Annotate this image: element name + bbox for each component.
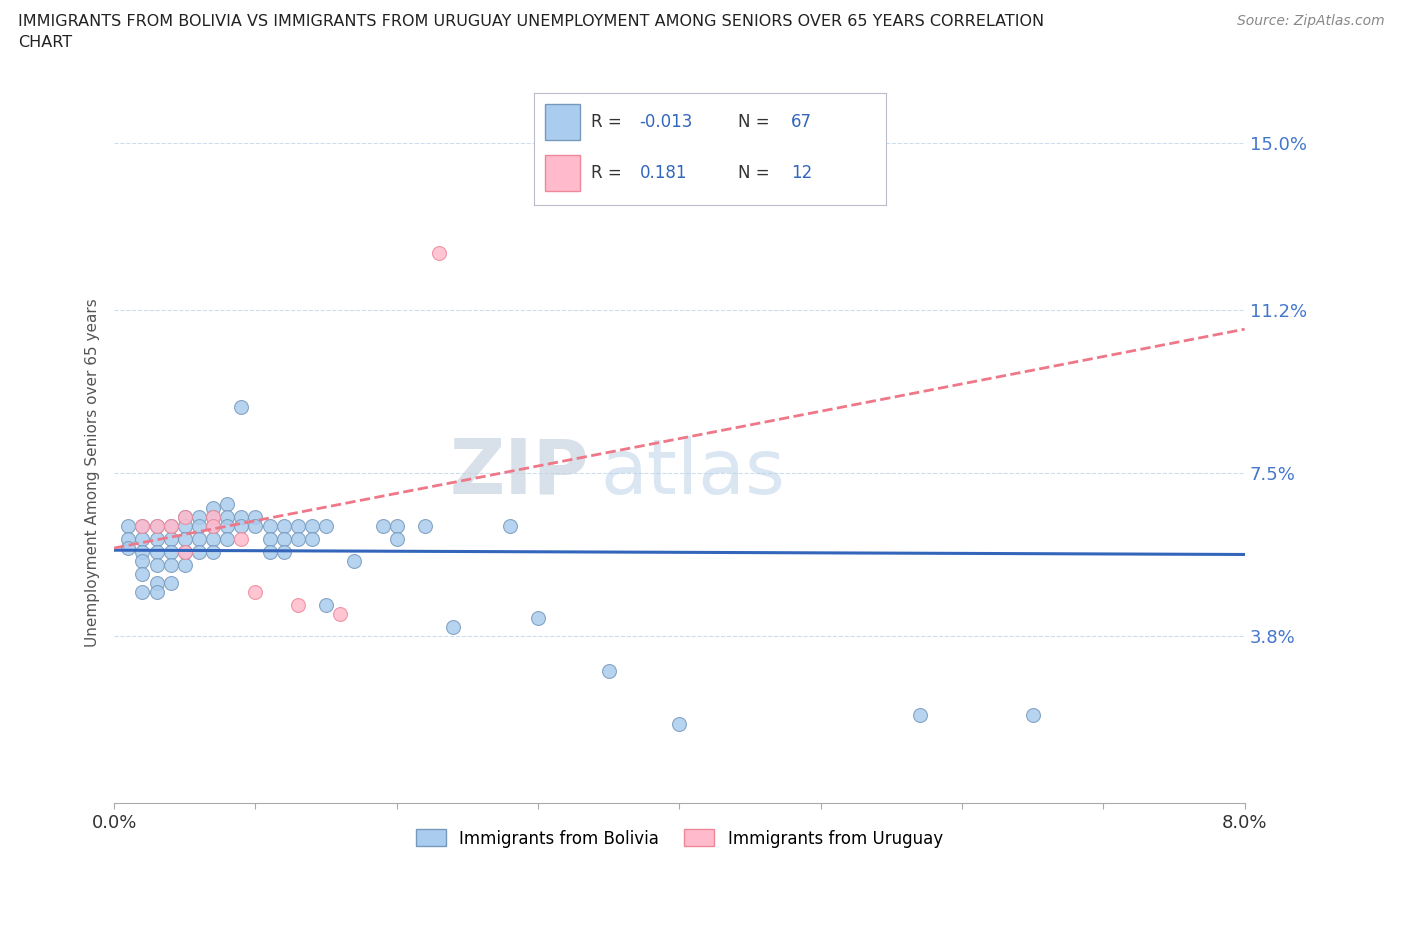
Point (145, 584, 167, 599)
Point (245, 510, 267, 525)
Point (202, 545, 225, 560)
Point (217, 532, 239, 547)
Point (315, 518, 337, 533)
Point (145, 558, 167, 573)
Point (159, 576, 181, 591)
Point (145, 545, 167, 560)
Point (173, 518, 195, 533)
Point (231, 400, 253, 415)
Point (668, 716, 690, 731)
Point (159, 545, 181, 560)
Point (217, 510, 239, 525)
Point (301, 532, 323, 547)
Point (287, 598, 309, 613)
Point (188, 545, 211, 560)
Text: R =: R = (591, 165, 627, 182)
Point (202, 510, 225, 525)
Point (202, 532, 225, 547)
Point (145, 532, 167, 547)
Point (231, 518, 253, 533)
Point (245, 584, 267, 599)
Point (173, 510, 195, 525)
Point (131, 545, 153, 560)
Point (273, 532, 295, 547)
Point (131, 532, 153, 547)
Point (202, 510, 225, 525)
Point (385, 518, 408, 533)
Point (117, 518, 139, 533)
Point (371, 518, 394, 533)
Point (131, 518, 153, 533)
Point (259, 518, 281, 533)
Point (131, 566, 153, 581)
Point (231, 532, 253, 547)
Point (287, 518, 309, 533)
Point (287, 532, 309, 547)
Point (343, 553, 366, 568)
Point (159, 558, 181, 573)
Point (245, 518, 267, 533)
FancyBboxPatch shape (544, 155, 581, 192)
Point (117, 540, 139, 555)
Point (499, 518, 522, 533)
Point (145, 518, 167, 533)
Text: IMMIGRANTS FROM BOLIVIA VS IMMIGRANTS FROM URUGUAY UNEMPLOYMENT AMONG SENIORS OV: IMMIGRANTS FROM BOLIVIA VS IMMIGRANTS FR… (18, 14, 1045, 50)
Text: -0.013: -0.013 (640, 113, 693, 131)
Point (273, 518, 295, 533)
Point (527, 611, 550, 626)
FancyBboxPatch shape (544, 104, 581, 140)
Point (908, 708, 931, 723)
Point (173, 510, 195, 525)
Point (188, 532, 211, 547)
Point (131, 584, 153, 599)
Point (131, 553, 153, 568)
Text: Source: ZipAtlas.com: Source: ZipAtlas.com (1237, 14, 1385, 28)
Point (259, 545, 281, 560)
Text: N =: N = (738, 165, 775, 182)
Point (441, 619, 464, 634)
Point (329, 606, 352, 621)
Point (301, 518, 323, 533)
Point (315, 598, 337, 613)
Point (427, 246, 450, 260)
Text: 67: 67 (790, 113, 811, 131)
Point (202, 518, 225, 533)
Point (217, 497, 239, 512)
Point (598, 664, 620, 679)
Point (159, 518, 181, 533)
Text: 0.181: 0.181 (640, 165, 688, 182)
Point (173, 532, 195, 547)
Text: N =: N = (738, 113, 775, 131)
Point (131, 518, 153, 533)
Point (259, 532, 281, 547)
Point (231, 510, 253, 525)
Point (145, 576, 167, 591)
Text: 12: 12 (790, 165, 813, 182)
Text: ZIP: ZIP (450, 436, 589, 510)
Point (159, 532, 181, 547)
Point (202, 518, 225, 533)
Legend: Immigrants from Bolivia, Immigrants from Uruguay: Immigrants from Bolivia, Immigrants from… (409, 823, 949, 854)
Point (273, 545, 295, 560)
Point (188, 518, 211, 533)
Point (173, 545, 195, 560)
Point (159, 518, 181, 533)
Point (217, 518, 239, 533)
Point (202, 500, 225, 515)
Point (385, 532, 408, 547)
Point (173, 558, 195, 573)
Y-axis label: Unemployment Among Seniors over 65 years: Unemployment Among Seniors over 65 years (86, 299, 100, 647)
Point (173, 545, 195, 560)
Point (188, 510, 211, 525)
Point (1021, 708, 1043, 723)
Text: atlas: atlas (600, 436, 785, 510)
Point (413, 518, 436, 533)
Text: R =: R = (591, 113, 627, 131)
Point (117, 532, 139, 547)
Point (145, 518, 167, 533)
